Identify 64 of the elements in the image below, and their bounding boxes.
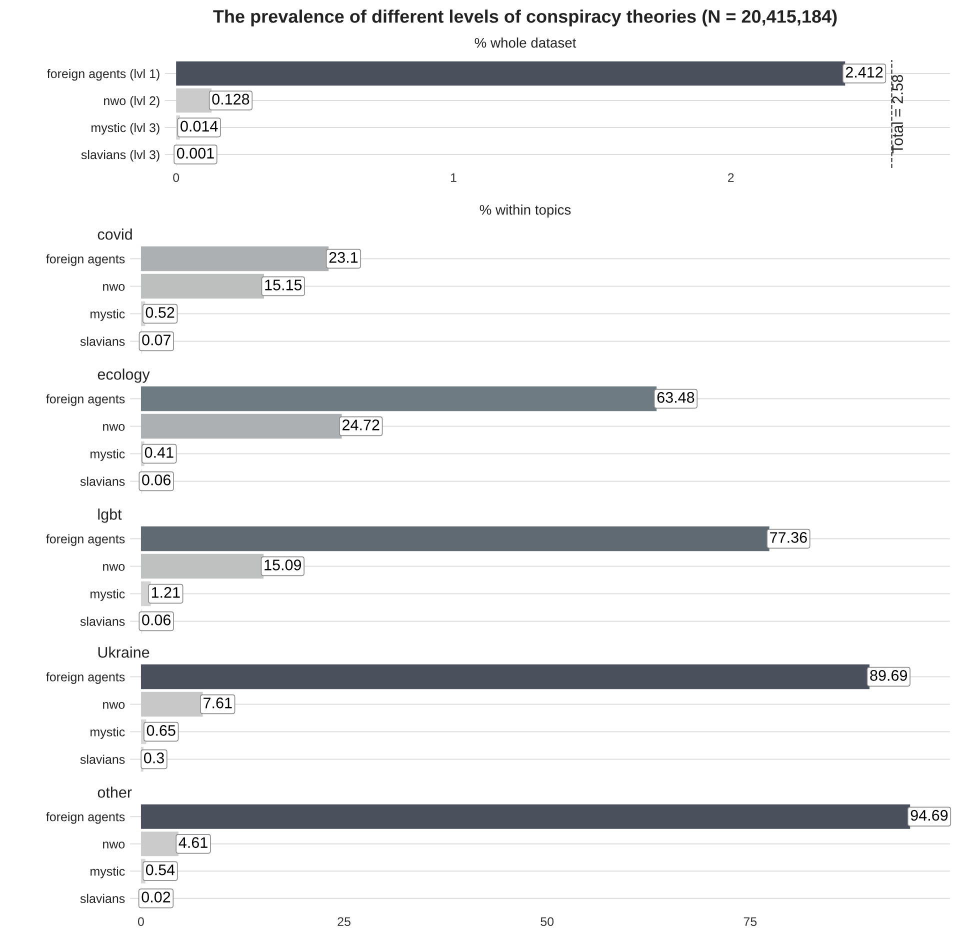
y-tick-label: mystic xyxy=(90,449,125,461)
data-label: 24.72 xyxy=(342,420,380,430)
y-tick-label: foreign agents xyxy=(46,672,125,684)
data-label: 7.61 xyxy=(204,698,232,708)
chart-title: Ukraine xyxy=(98,646,150,658)
data-label: 0.02 xyxy=(142,892,170,902)
data-label: 94.69 xyxy=(910,810,948,821)
data-label: 0.06 xyxy=(142,614,171,626)
y-tick-label: foreign agents xyxy=(46,254,125,266)
y-tick-label: mystic xyxy=(90,589,125,601)
chart-title: The prevalence of different levels of conspiracy theories (N = 20,415,184) xyxy=(213,10,837,26)
y-tick-label: slavians xyxy=(80,754,125,764)
y-tick-label: nwo xyxy=(103,702,125,709)
y-tick-label: foreign agents xyxy=(46,534,125,546)
data-label: 0.128 xyxy=(212,94,250,105)
y-tick-label: nwo xyxy=(103,284,125,291)
x-tick-label: 2 xyxy=(728,173,734,182)
y-tick-label: slavians xyxy=(80,894,125,904)
ref-line-label: Total = 2.58 xyxy=(892,74,903,154)
y-tick-label: mystic xyxy=(90,309,125,321)
data-label: 0.001 xyxy=(176,148,214,159)
data-label: 0.3 xyxy=(144,752,164,764)
data-label: 4.61 xyxy=(178,837,208,848)
x-tick-label: 50 xyxy=(540,917,554,926)
y-tick-label: nwo xyxy=(103,564,125,571)
data-label: 0.06 xyxy=(142,474,171,486)
data-label: 77.36 xyxy=(770,532,807,543)
data-label: 0.65 xyxy=(146,725,176,736)
y-tick-label: mystic xyxy=(90,866,125,878)
data-label: 0.07 xyxy=(142,334,170,346)
chart-title: covid xyxy=(98,228,132,240)
y-tick-label: slavians (lvl 3) xyxy=(81,150,160,162)
chart-subtitle: % whole dataset xyxy=(474,38,576,48)
y-tick-label: mystic (lvl 3) xyxy=(92,122,160,135)
y-tick-label: foreign agents (lvl 1) xyxy=(47,68,160,81)
y-tick-label: nwo xyxy=(103,842,125,849)
y-tick-label: nwo (lvl 2) xyxy=(104,96,160,108)
chart-title: other xyxy=(98,786,132,798)
x-tick-label: 0 xyxy=(138,917,144,926)
x-tick-label: 25 xyxy=(338,917,350,926)
data-label: 89.69 xyxy=(870,670,908,681)
y-tick-label: slavians xyxy=(80,336,125,346)
x-tick-label: 0 xyxy=(173,173,180,182)
data-label: 0.014 xyxy=(180,120,218,132)
x-tick-label: 1 xyxy=(450,173,456,182)
data-label: 1.21 xyxy=(152,587,180,598)
chart-title: ecology xyxy=(98,368,150,383)
data-label: 63.48 xyxy=(657,392,694,403)
chart-subtitle: % within topics xyxy=(480,204,571,218)
data-label: 15.09 xyxy=(264,560,302,570)
y-tick-label: foreign agents xyxy=(46,394,125,406)
data-label: 23.1 xyxy=(329,252,358,263)
y-tick-label: slavians xyxy=(80,476,125,486)
data-label: 2.412 xyxy=(846,66,883,78)
chart-title: lgbt xyxy=(98,508,122,523)
y-tick-label: nwo xyxy=(103,424,125,431)
data-label: 0.54 xyxy=(146,864,175,876)
data-label: 0.41 xyxy=(144,447,174,458)
y-tick-label: slavians xyxy=(80,616,125,626)
y-tick-label: foreign agents xyxy=(46,812,125,824)
y-tick-label: mystic xyxy=(90,727,125,739)
x-tick-label: 75 xyxy=(744,917,757,926)
data-label: 0.52 xyxy=(146,307,174,318)
data-label: 15.15 xyxy=(265,280,302,290)
